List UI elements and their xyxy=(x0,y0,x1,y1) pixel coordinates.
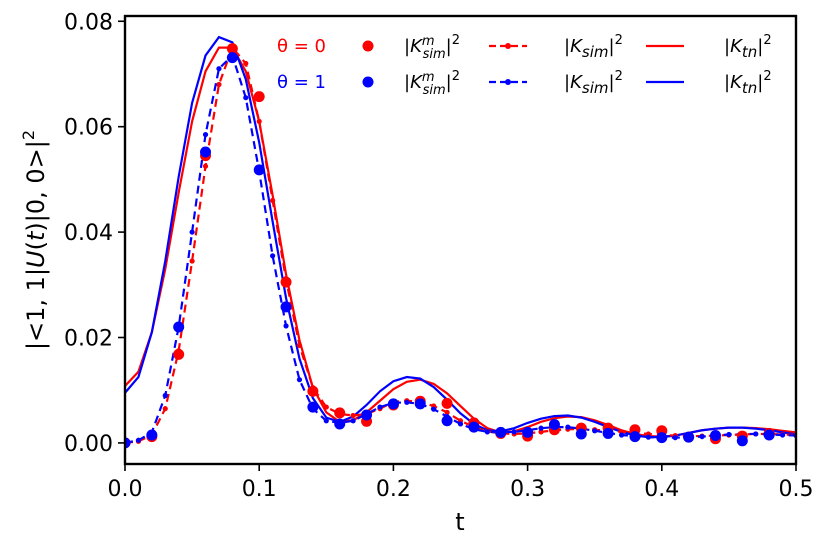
y-tick-label: 0.06 xyxy=(64,116,113,141)
point-theta1-dashed xyxy=(216,66,222,72)
point-theta1-dashed xyxy=(511,429,517,435)
point-theta1-marker xyxy=(602,427,614,439)
point-theta0-marker xyxy=(253,91,265,103)
point-theta1-dashed xyxy=(672,435,678,441)
legend-handle-dot xyxy=(505,43,511,49)
point-theta0-dashed xyxy=(538,429,544,435)
y-tick-label: 0.02 xyxy=(64,327,113,352)
legend-theta-label: θ = 0 xyxy=(277,36,326,57)
point-theta0-dashed xyxy=(270,197,276,204)
legend: θ = 0θ = 1|Km sim|2|Km sim|2|Ksim|2|Ksim|2… xyxy=(277,33,772,98)
point-theta1-dashed xyxy=(484,429,490,435)
x-axis-label: t xyxy=(455,508,464,536)
legend-label: |Ksim|2 xyxy=(564,33,623,61)
x-tick-label: 0.1 xyxy=(242,477,277,502)
point-theta1-marker xyxy=(200,146,212,158)
point-theta1-marker xyxy=(656,432,668,444)
point-theta1-marker xyxy=(146,429,158,441)
point-theta1-dashed xyxy=(618,432,625,438)
x-tick-label: 0.5 xyxy=(779,477,814,502)
point-theta1-dashed xyxy=(699,433,705,440)
point-theta1-dashed xyxy=(202,131,209,138)
point-theta1-marker xyxy=(441,415,453,427)
point-theta1-dashed xyxy=(431,406,437,412)
point-theta1-dashed xyxy=(457,421,464,427)
legend-label: |Km sim|2 xyxy=(404,69,460,98)
y-tick-label: 0.04 xyxy=(64,221,113,246)
point-theta1-marker xyxy=(334,418,346,430)
point-theta1-marker xyxy=(307,401,319,413)
legend-theta-label: θ = 1 xyxy=(277,72,326,93)
legend-handle-dot xyxy=(505,79,511,85)
point-theta0-marker xyxy=(280,276,292,288)
point-theta1-marker xyxy=(361,409,373,421)
point-theta1-dashed xyxy=(296,377,303,383)
point-theta1-dashed xyxy=(538,425,544,431)
x-tick-label: 0.2 xyxy=(376,477,411,502)
x-tick-label: 0.4 xyxy=(644,477,679,502)
point-theta1-dashed xyxy=(135,437,142,443)
point-theta1-dashed xyxy=(377,404,383,410)
point-theta1-dashed xyxy=(243,95,249,101)
point-theta0-dashed xyxy=(296,342,303,349)
point-theta1-marker xyxy=(522,426,534,438)
point-theta0-marker xyxy=(307,385,319,397)
point-theta0-dashed xyxy=(256,118,262,125)
point-theta1-dashed xyxy=(270,253,276,259)
point-theta0-dashed xyxy=(202,163,209,169)
point-theta0-dashed xyxy=(162,406,168,412)
point-theta0-dashed xyxy=(216,81,222,88)
point-theta0-dashed xyxy=(444,409,450,415)
point-theta1-marker xyxy=(575,428,587,440)
point-theta0-marker xyxy=(173,348,185,360)
point-theta1-dashed xyxy=(162,392,168,399)
point-theta1-marker xyxy=(736,435,748,447)
point-theta1-dashed xyxy=(189,229,195,235)
point-theta1-marker xyxy=(709,430,721,442)
point-theta1-marker xyxy=(683,431,695,443)
point-theta1-marker xyxy=(253,164,265,176)
point-theta1-dashed xyxy=(592,428,598,434)
legend-handle-marker xyxy=(362,76,374,88)
point-theta1-dashed xyxy=(350,418,356,424)
point-theta1-marker xyxy=(468,421,480,433)
point-theta1-dashed xyxy=(283,323,289,329)
axis-ticks: 0.0 0.1 0.2 0.3 0.4 0.5 0.00 0.02 0.04 0.06 0.08 xyxy=(64,10,813,502)
point-theta1-marker xyxy=(387,398,399,410)
point-theta1-marker xyxy=(763,429,775,441)
legend-label: |Ksim|2 xyxy=(564,69,623,97)
point-theta1-marker xyxy=(226,52,238,64)
x-tick-label: 0.3 xyxy=(510,477,545,502)
point-theta1-marker xyxy=(495,426,507,438)
point-theta1-dashed xyxy=(404,399,410,405)
plot-frame xyxy=(123,14,798,466)
point-theta1-marker xyxy=(280,301,292,313)
point-theta1-dashed xyxy=(726,431,732,438)
point-theta1-marker xyxy=(173,321,185,333)
point-theta1-dashed xyxy=(753,431,759,437)
point-theta0-marker xyxy=(441,397,453,409)
point-theta1-marker xyxy=(548,418,560,430)
point-theta0-dashed xyxy=(189,258,195,264)
y-axis-label: |<1, 1|U(t)|0, 0>|2 xyxy=(19,130,50,350)
point-theta0-marker xyxy=(226,43,238,55)
point-theta1-marker xyxy=(414,398,426,410)
point-theta1-dashed xyxy=(323,418,329,424)
point-theta1-dashed xyxy=(565,424,571,430)
point-theta0-dashed xyxy=(323,404,329,410)
point-theta1-dashed xyxy=(779,432,786,438)
y-tick-label: 0.00 xyxy=(64,432,113,457)
point-theta0-dashed xyxy=(350,412,356,419)
x-tick-label: 0.0 xyxy=(108,477,143,502)
legend-handle-marker xyxy=(362,40,374,52)
plot-data-layer xyxy=(125,35,796,449)
y-tick-label: 0.08 xyxy=(64,10,113,35)
point-theta1-marker xyxy=(629,431,641,443)
point-theta0-marker xyxy=(334,407,346,419)
point-theta0-dashed xyxy=(243,60,249,67)
point-theta1-marker xyxy=(125,437,131,449)
point-theta1-dashed xyxy=(645,434,651,440)
